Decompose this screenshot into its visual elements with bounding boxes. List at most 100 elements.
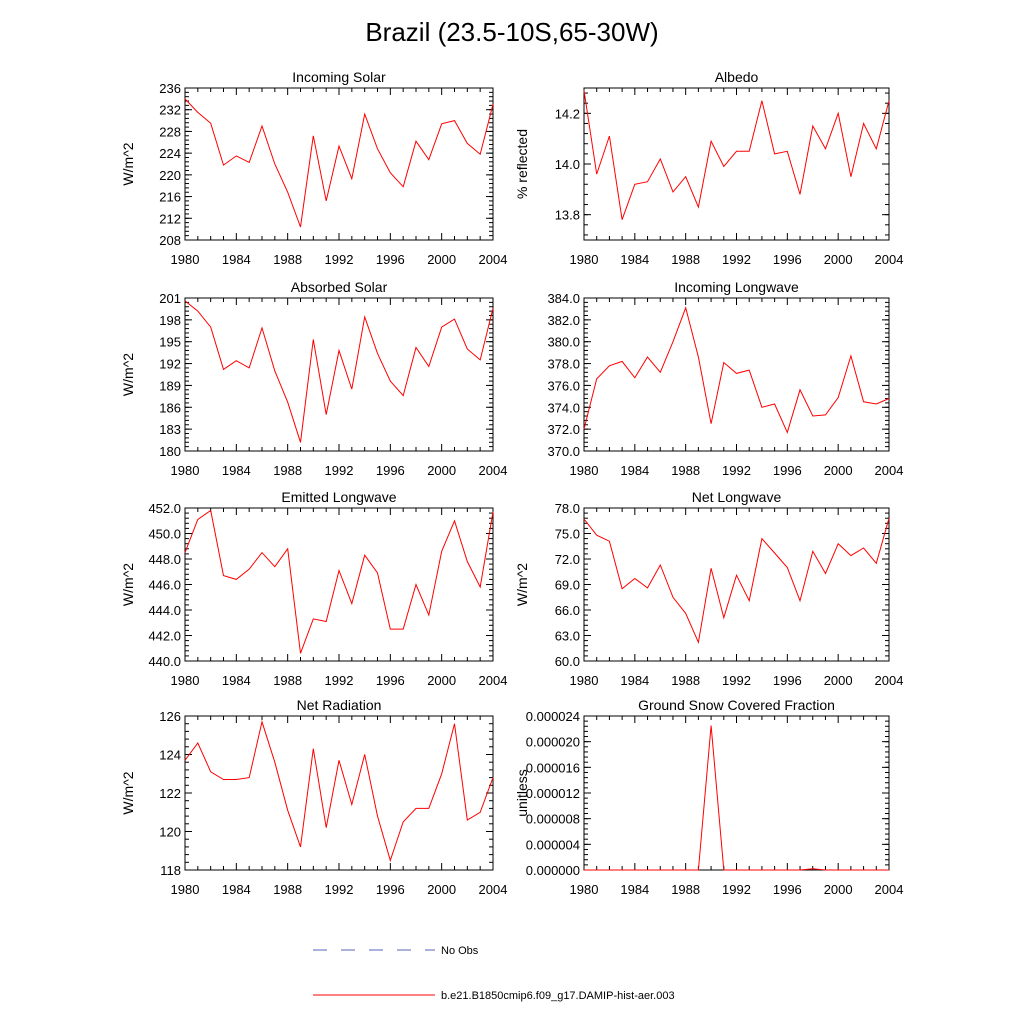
y-tick-label: 66.0 [555, 603, 580, 618]
y-tick-label: 212 [159, 211, 181, 226]
panel-title: Albedo [715, 69, 759, 85]
panel-0: 1980 1984 1988 1992 1996 2000 2004 208 212 216 220… [120, 69, 507, 267]
y-tick-label: 72.0 [555, 552, 580, 567]
y-tick-label: 208 [159, 233, 181, 248]
panels: 1980 1984 1988 1992 1996 2000 2004 208 212 216 220… [120, 69, 903, 897]
y-tick-label: 0.000020 [526, 735, 580, 750]
y-axis-label: W/m^2 [120, 142, 136, 185]
panel-4: 1980 1984 1988 1992 1996 2000 2004 440.0 442.0 44… [120, 489, 507, 688]
x-tick-label: 1988 [273, 673, 302, 688]
x-tick-label: 2004 [479, 252, 508, 267]
x-tick-label: 1988 [273, 463, 302, 478]
x-tick-label: 1996 [773, 252, 802, 267]
x-tick-label: 1988 [671, 463, 700, 478]
x-tick-label: 2000 [824, 882, 853, 897]
y-tick-label: 118 [160, 863, 181, 878]
y-tick-label: 180 [159, 444, 181, 459]
y-tick-label: 60.0 [555, 654, 580, 669]
y-tick-label: 14.0 [555, 157, 580, 172]
x-tick-label: 2004 [875, 463, 904, 478]
x-tick-label: 1980 [171, 882, 200, 897]
x-tick-label: 2000 [427, 252, 456, 267]
x-tick-label: 1980 [570, 882, 599, 897]
panel-5: 1980 1984 1988 1992 1996 2000 2004 60.0 63.0 66.0… [514, 489, 903, 688]
y-axis-label: % reflected [514, 129, 530, 199]
y-tick-label: 0.000012 [526, 786, 580, 801]
series-line [583, 90, 890, 220]
y-tick-label: 0.000000 [526, 863, 580, 878]
x-tick-label: 1996 [773, 673, 802, 688]
y-tick-label: 189 [159, 378, 181, 393]
panel-6: 1980 1984 1988 1992 1996 2000 2004 118 120 122 124… [120, 697, 507, 897]
y-axis-label: W/m^2 [120, 353, 136, 396]
y-tick-label: 195 [159, 335, 181, 350]
x-tick-label: 2004 [875, 252, 904, 267]
y-tick-label: 232 [159, 103, 181, 118]
panel-3: 1980 1984 1988 1992 1996 2000 2004 370.0 372.0 37… [547, 279, 903, 478]
y-tick-label: 216 [159, 190, 181, 205]
x-tick-label: 1984 [222, 252, 251, 267]
y-tick-label: 0.000004 [526, 837, 580, 852]
x-tick-label: 1980 [570, 673, 599, 688]
y-tick-label: 450.0 [148, 527, 181, 542]
panel-title: Net Longwave [692, 489, 782, 505]
x-tick-label: 1996 [376, 882, 405, 897]
y-tick-label: 444.0 [148, 603, 181, 618]
plot-frame [184, 297, 494, 452]
series-line [184, 98, 494, 228]
x-tick-label: 2004 [479, 673, 508, 688]
series-line [584, 725, 889, 871]
x-tick-label: 1988 [273, 252, 302, 267]
x-tick-label: 1984 [222, 882, 251, 897]
x-tick-label: 1984 [222, 673, 251, 688]
y-tick-label: 192 [159, 357, 181, 372]
x-tick-label: 1992 [325, 673, 354, 688]
y-tick-label: 378.0 [547, 357, 580, 372]
series-line [583, 518, 890, 645]
panel-title: Emitted Longwave [281, 489, 396, 505]
x-tick-label: 1996 [773, 882, 802, 897]
y-tick-label: 370.0 [547, 444, 580, 459]
plot-frame [583, 715, 890, 871]
y-axis-label: unitless [514, 769, 530, 816]
y-tick-label: 75.0 [555, 527, 580, 542]
x-tick-label: 1984 [620, 673, 649, 688]
plot-frame [583, 297, 890, 452]
x-tick-label: 2000 [824, 252, 853, 267]
y-tick-label: 14.2 [555, 106, 580, 121]
y-tick-label: 124 [159, 748, 181, 763]
x-tick-label: 1988 [671, 673, 700, 688]
y-tick-label: 63.0 [555, 629, 580, 644]
y-tick-label: 220 [159, 168, 181, 183]
y-tick-label: 78.0 [555, 501, 580, 516]
panel-title: Incoming Solar [292, 69, 386, 85]
x-tick-label: 1992 [722, 882, 751, 897]
x-tick-label: 2000 [427, 463, 456, 478]
legend: No Obs b.e21.B1850cmip6.f09_g17.DAMIP-hi… [313, 945, 675, 1002]
x-tick-label: 1996 [773, 463, 802, 478]
x-tick-label: 1984 [620, 882, 649, 897]
x-tick-label: 1980 [570, 463, 599, 478]
series-line [583, 306, 890, 434]
y-tick-label: 452.0 [148, 501, 181, 516]
y-tick-label: 236 [159, 81, 181, 96]
x-tick-label: 1996 [376, 252, 405, 267]
panel-title: Net Radiation [297, 697, 382, 713]
x-tick-label: 1992 [325, 252, 354, 267]
legend-label-model: b.e21.B1850cmip6.f09_g17.DAMIP-hist-aer.… [441, 990, 675, 1002]
panel-title: Ground Snow Covered Fraction [638, 697, 835, 713]
plot-frame [583, 87, 890, 241]
y-tick-label: 0.000016 [526, 760, 580, 775]
x-tick-label: 1996 [376, 463, 405, 478]
y-tick-label: 440.0 [148, 654, 181, 669]
panel-7: 1980 1984 1988 1992 1996 2000 2004 0.000000 0.00… [514, 697, 903, 897]
y-tick-label: 382.0 [547, 313, 580, 328]
panel-title: Absorbed Solar [291, 279, 388, 295]
y-tick-label: 201 [159, 291, 181, 306]
y-tick-label: 372.0 [547, 422, 580, 437]
y-tick-label: 186 [159, 400, 181, 415]
y-tick-label: 122 [159, 786, 181, 801]
x-tick-label: 1996 [376, 673, 405, 688]
